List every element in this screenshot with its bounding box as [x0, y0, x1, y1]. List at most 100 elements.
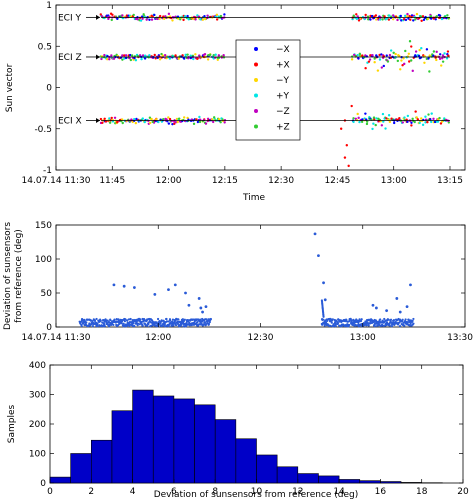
sun-vector-point	[418, 48, 421, 52]
sun-vector-point	[133, 56, 136, 60]
sun-vector-point	[207, 53, 210, 57]
sun-vector-point	[219, 121, 222, 124]
sun-vector-point	[354, 55, 357, 58]
x-tick-label: 14.07.14 11:30	[22, 176, 91, 186]
sun-vector-point	[445, 57, 449, 60]
deviation-point	[412, 322, 415, 325]
x-tick-label: 18	[416, 487, 428, 497]
x-tick-label: 2	[88, 487, 94, 497]
sun-vector-point	[108, 121, 112, 124]
legend-marker	[254, 93, 258, 98]
histogram-bar	[235, 438, 257, 484]
sun-vector-point	[116, 121, 119, 124]
sun-vector-point	[110, 18, 113, 22]
deviation-point	[125, 319, 129, 322]
sun-vector-point	[414, 18, 417, 21]
sun-vector-point	[194, 53, 197, 56]
deviation-point	[133, 324, 136, 328]
deviation-outlier	[398, 310, 402, 314]
sun-vector-point	[398, 116, 401, 120]
x-tick-label: 11:45	[99, 176, 125, 186]
deviation-point	[388, 324, 391, 327]
sun-vector-point	[441, 57, 444, 60]
deviation-outlier	[323, 298, 327, 302]
histogram-bar	[132, 389, 154, 484]
sun-vector-point	[176, 120, 179, 124]
sun-vector-point	[430, 120, 433, 124]
deviation-point	[122, 322, 125, 325]
deviation-point	[348, 323, 351, 327]
sun-vector-point	[352, 120, 355, 124]
sun-vector-point	[339, 127, 343, 130]
histogram-bar	[214, 419, 237, 484]
deviation-point	[136, 322, 140, 325]
sun-vector-point	[99, 117, 103, 121]
sun-vector-point	[141, 17, 144, 20]
sun-vector-point	[375, 117, 378, 120]
sun-vector-point	[189, 54, 192, 57]
sun-vector-point	[408, 14, 411, 18]
deviation-outlier	[132, 286, 136, 289]
sun-vector-point	[403, 116, 406, 119]
sun-vector-point	[198, 120, 202, 124]
sun-vector-point	[368, 58, 372, 61]
deviation-outlier	[197, 297, 201, 300]
sun-vector-point	[391, 17, 395, 21]
deviation-point	[345, 318, 348, 322]
sun-vector-point	[440, 120, 444, 123]
reference-arrowhead	[96, 118, 101, 123]
sun-vector-point	[108, 57, 111, 61]
sun-vector-point	[215, 13, 219, 17]
histogram-bar	[318, 475, 340, 484]
sun-vector-point	[438, 14, 442, 17]
sun-vector-point	[173, 122, 176, 125]
deviation-point	[140, 320, 143, 324]
histogram-bar	[70, 453, 92, 484]
sun-vector-point	[208, 53, 212, 57]
deviation-points	[78, 232, 415, 328]
deviation-outlier	[167, 288, 170, 291]
sun-vector-point	[432, 117, 435, 121]
sun-vector-point	[223, 121, 226, 124]
legend-box	[235, 39, 301, 141]
histogram-bar	[297, 473, 319, 484]
sun-vector-point	[183, 15, 187, 18]
deviation-point	[177, 318, 180, 321]
sun-vector-point	[219, 14, 223, 18]
sun-vector-point	[122, 54, 126, 57]
deviation-point	[207, 322, 211, 326]
legend-marker	[254, 109, 258, 113]
sun-vector-point	[110, 54, 113, 57]
deviation-point	[139, 318, 142, 321]
deviation-outlier	[187, 303, 191, 307]
sun-vector-point	[217, 118, 221, 121]
deviation-point	[196, 320, 199, 324]
deviation-point	[174, 323, 178, 327]
sun-vector-point	[408, 60, 411, 63]
sun-vector-point	[161, 54, 165, 57]
deviation-outlier	[409, 283, 412, 287]
sun-vector-x-label: Time	[242, 193, 265, 203]
sun-vector-point	[128, 53, 132, 57]
sun-vector-point	[439, 122, 443, 125]
sun-vector-point	[415, 12, 419, 16]
sun-vector-point	[409, 18, 412, 21]
x-tick-label: 8	[212, 487, 218, 497]
sun-vector-point	[134, 121, 138, 125]
sun-vector-point	[386, 60, 390, 63]
sun-vector-x-ticks: 14.07.14 11:30 11:45 12:00 12:15 12:30 12:45 1…	[22, 5, 463, 186]
sun-vector-point	[424, 121, 427, 124]
deviation-point	[160, 320, 163, 323]
sun-vector-point	[134, 59, 138, 62]
deviation-point	[334, 322, 337, 326]
sun-vector-point	[423, 61, 426, 64]
sun-vector-point	[400, 59, 403, 62]
sun-vector-point	[364, 13, 367, 17]
sun-vector-point	[222, 53, 225, 57]
deviation-point	[141, 324, 144, 327]
histogram-x-label: Deviation of sunsensors from reference (…	[154, 490, 359, 500]
sun-vector-point	[129, 58, 133, 62]
sun-vector-point	[406, 114, 410, 118]
deviation-point	[91, 325, 94, 328]
sun-vector-point	[384, 127, 387, 130]
